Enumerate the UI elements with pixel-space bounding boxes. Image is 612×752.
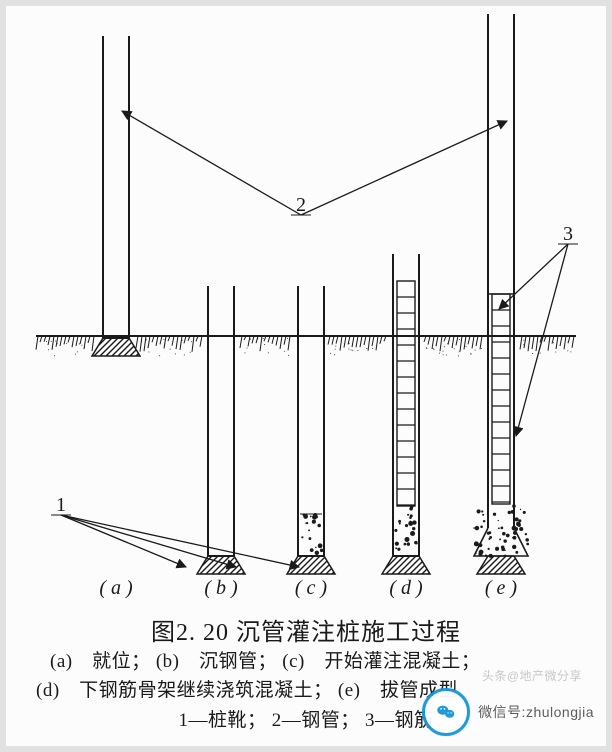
key-1: 1—桩靴； [178,710,266,731]
wechat-icon [422,688,470,736]
svg-text:( a ): ( a ) [99,577,133,599]
wechat-text: 微信号:zhulongjia [478,702,594,722]
figure-number: 图2. 20 [151,620,229,646]
legend-a: (a) 就位； [50,651,151,672]
svg-text:( d ): ( d ) [389,577,423,599]
svg-text:( c ): ( c ) [295,577,328,599]
svg-text:3: 3 [563,223,573,245]
key-2: 2—钢管； [272,710,360,731]
figure-caption: 图2. 20 沉管灌注桩施工过程 [6,612,606,647]
wechat-watermark: 微信号:zhulongjia [422,688,594,736]
svg-text:1: 1 [56,494,66,516]
toutiao-watermark: 头条@地产微分享 [482,667,582,684]
legend-c: (c) 开始灌注混凝土； [282,651,480,672]
legend-b: (b) 沉钢管； [156,651,277,672]
svg-text:( e ): ( e ) [485,577,518,599]
diagram-svg: ( a )( b )( c )( d )( e )123 [6,6,606,606]
legend-d: (d) 下钢筋骨架继续浇筑混凝土； [36,680,333,701]
figure-sheet: ( a )( b )( c )( d )( e )123 图2. 20 沉管灌注… [6,6,606,746]
svg-text:( b ): ( b ) [204,577,238,599]
figure-title: 沉管灌注桩施工过程 [236,620,461,646]
